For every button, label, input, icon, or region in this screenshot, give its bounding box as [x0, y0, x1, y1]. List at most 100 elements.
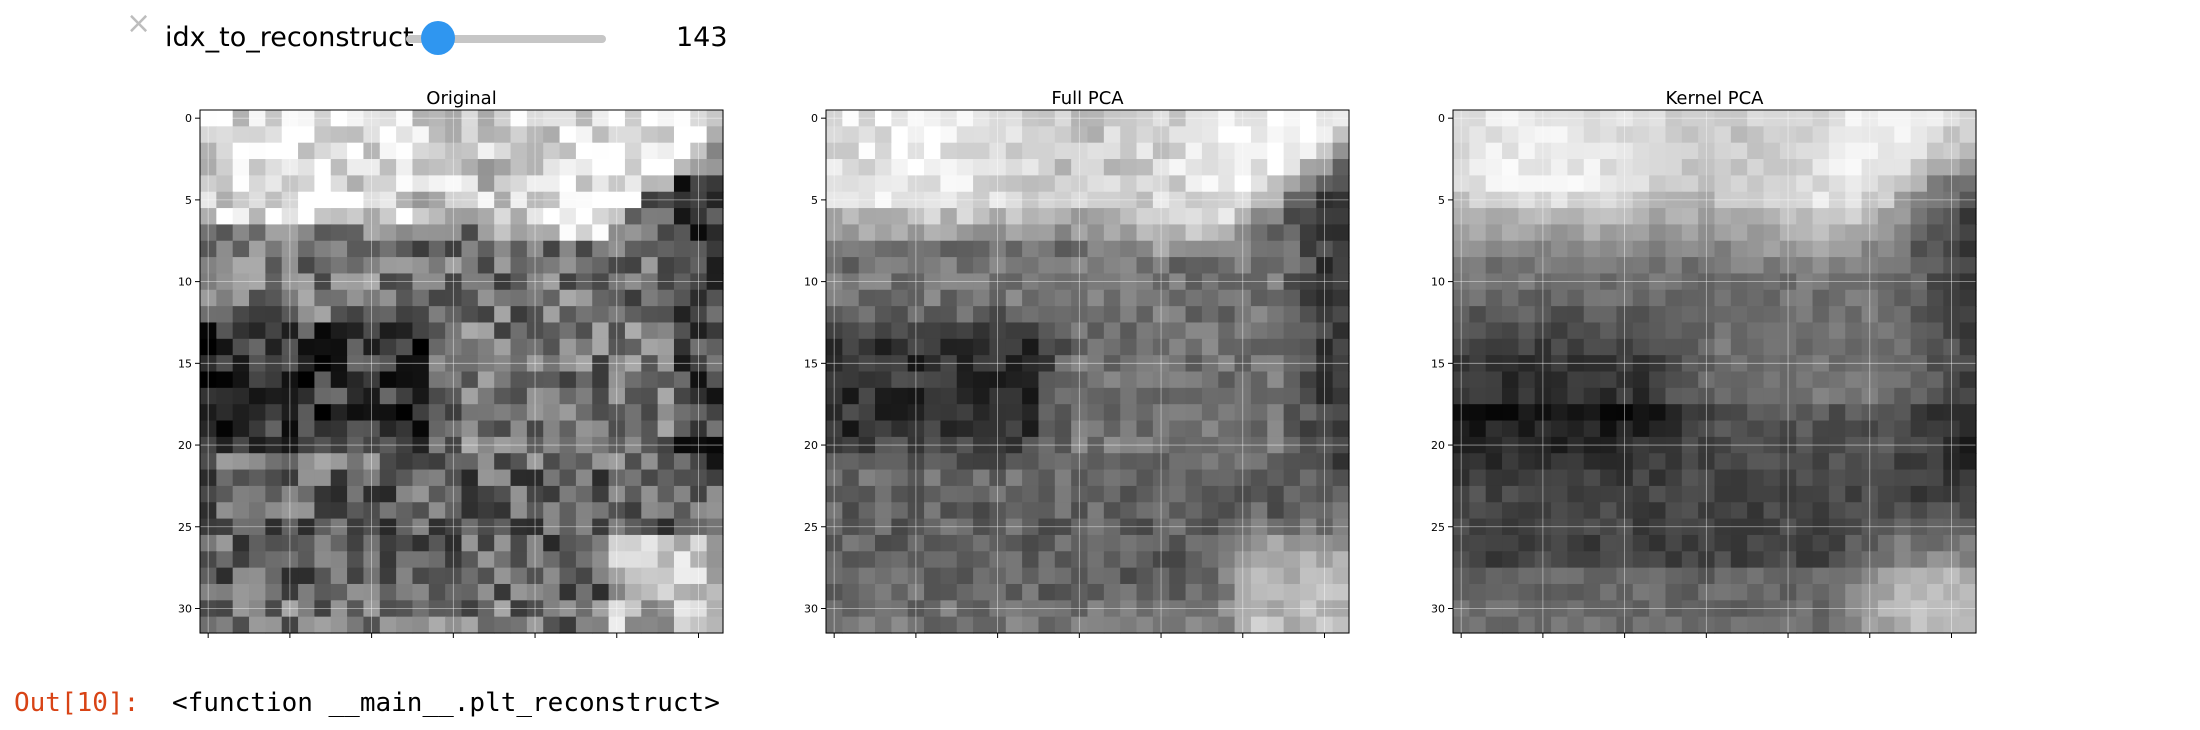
image-pixel: [1103, 322, 1121, 340]
image-pixel: [940, 485, 958, 503]
image-pixel: [1796, 616, 1814, 634]
image-pixel: [1714, 322, 1732, 340]
image-pixel: [1763, 485, 1781, 503]
image-pixel: [1828, 208, 1846, 225]
image-pixel: [1022, 387, 1040, 405]
image-pixel: [657, 469, 675, 487]
image-pixel: [1054, 159, 1072, 176]
image-pixel: [428, 404, 446, 422]
image-pixel: [265, 306, 283, 324]
image-pixel: [673, 485, 691, 503]
image-pixel: [1267, 583, 1285, 601]
image-pixel: [559, 322, 577, 340]
image-pixel: [330, 208, 348, 225]
image-pixel: [330, 306, 348, 324]
image-pixel: [1910, 551, 1928, 569]
image-pixel: [1518, 420, 1536, 438]
image-pixel: [1583, 338, 1601, 356]
image-pixel: [1894, 126, 1912, 144]
image-pixel: [1812, 404, 1830, 422]
image-pixel: [1649, 224, 1667, 242]
image-pixel: [1267, 306, 1285, 324]
image-pixel: [641, 289, 659, 307]
close-icon[interactable]: ×: [126, 6, 152, 41]
image-pixel: [1103, 420, 1121, 438]
image-pixel: [1665, 257, 1683, 275]
image-pixel: [1894, 322, 1912, 340]
image-pixel: [592, 420, 610, 438]
image-pixel: [265, 159, 283, 176]
image-pixel: [1054, 420, 1072, 438]
image-pixel: [330, 404, 348, 422]
image-pixel: [1812, 142, 1830, 160]
image-pixel: [673, 404, 691, 422]
image-pixel: [1136, 306, 1154, 324]
image-pixel: [1038, 224, 1056, 242]
image-pixel: [875, 551, 892, 569]
image-pixel: [1103, 257, 1121, 275]
image-pixel: [1812, 240, 1830, 258]
image-pixel: [379, 453, 397, 471]
image-pixel: [956, 567, 974, 585]
image-pixel: [298, 371, 315, 389]
image-pixel: [396, 420, 414, 438]
image-pixel: [1959, 338, 1977, 356]
image-pixel: [461, 289, 479, 307]
image-pixel: [1681, 485, 1699, 503]
image-pixel: [1201, 502, 1219, 520]
image-pixel: [858, 371, 876, 389]
image-pixel: [1185, 306, 1203, 324]
image-pixel: [1250, 126, 1268, 144]
image-pixel: [379, 583, 397, 601]
interact-widget-row: × idx_to_reconstruct 143: [0, 0, 2200, 80]
image-pixel: [347, 502, 365, 520]
image-pixel: [1185, 404, 1203, 422]
image-pixel: [1763, 306, 1781, 324]
image-pixel: [1022, 159, 1040, 176]
image-pixel: [1185, 126, 1203, 144]
image-pixel: [1136, 126, 1154, 144]
output-value: <function __main__.plt_reconstruct>: [172, 688, 720, 718]
image-pixel: [249, 583, 266, 601]
image-pixel: [1201, 453, 1219, 471]
image-pixel: [1485, 502, 1503, 520]
image-pixel: [1828, 371, 1846, 389]
image-pixel: [1283, 257, 1301, 275]
image-pixel: [1502, 371, 1519, 389]
image-pixel: [1845, 306, 1863, 324]
image-pixel: [624, 567, 642, 585]
image-pixel: [1005, 404, 1023, 422]
image-pixel: [842, 208, 860, 225]
image-pixel: [1959, 240, 1977, 258]
image-pixel: [412, 502, 430, 520]
image-pixel: [330, 175, 348, 193]
image-pixel: [1665, 322, 1683, 340]
image-pixel: [1185, 420, 1203, 438]
image-pixel: [1812, 534, 1830, 552]
slider-handle[interactable]: [421, 21, 455, 55]
slider-track[interactable]: [406, 35, 606, 43]
image-pixel: [624, 338, 642, 356]
image-pixel: [265, 175, 283, 193]
image-pixel: [706, 208, 724, 225]
image-pixel: [1299, 126, 1317, 144]
image-pixel: [1218, 126, 1236, 144]
image-pixel: [858, 502, 876, 520]
image-pixel: [461, 502, 479, 520]
image-pixel: [1169, 208, 1187, 225]
image-pixel: [1551, 322, 1568, 340]
image-pixel: [1959, 371, 1977, 389]
image-pixel: [1649, 322, 1667, 340]
image-pixel: [973, 257, 991, 275]
y-tick-label: 5: [811, 194, 818, 207]
image-pixel: [1267, 257, 1285, 275]
image-pixel: [232, 616, 250, 634]
image-pixel: [1845, 371, 1863, 389]
image-pixel: [1169, 404, 1187, 422]
image-pixel: [428, 142, 446, 160]
image-pixel: [216, 534, 234, 552]
image-pixel: [1038, 159, 1056, 176]
image-pixel: [1828, 142, 1846, 160]
image-pixel: [1283, 485, 1301, 503]
image-pixel: [1665, 469, 1683, 487]
